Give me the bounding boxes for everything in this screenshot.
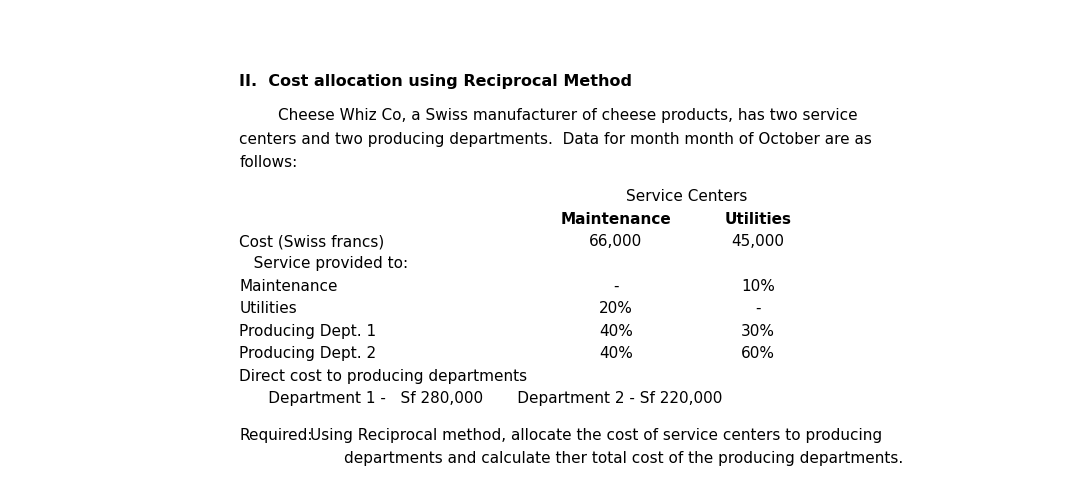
Text: Cost (Swiss francs): Cost (Swiss francs) (240, 234, 384, 249)
Text: Utilities: Utilities (240, 301, 297, 316)
Text: centers and two producing departments.  Data for month month of October are as: centers and two producing departments. D… (240, 131, 872, 147)
Text: 30%: 30% (741, 324, 775, 339)
Text: 45,000: 45,000 (732, 234, 784, 249)
Text: Using Reciprocal method, allocate the cost of service centers to producing: Using Reciprocal method, allocate the co… (311, 428, 883, 443)
Text: Maintenance: Maintenance (560, 212, 671, 227)
Text: 20%: 20% (599, 301, 632, 316)
Text: Direct cost to producing departments: Direct cost to producing departments (240, 369, 528, 383)
Text: Producing Dept. 2: Producing Dept. 2 (240, 346, 377, 361)
Text: -: - (613, 279, 618, 294)
Text: Utilities: Utilities (724, 212, 791, 227)
Text: -: - (755, 301, 761, 316)
Text: 40%: 40% (599, 346, 632, 361)
Text: Department 1 -   Sf 280,000       Department 2 - Sf 220,000: Department 1 - Sf 280,000 Department 2 -… (240, 391, 723, 406)
Text: Maintenance: Maintenance (240, 279, 338, 294)
Text: Producing Dept. 1: Producing Dept. 1 (240, 324, 377, 339)
Text: II.  Cost allocation using Reciprocal Method: II. Cost allocation using Reciprocal Met… (240, 74, 632, 89)
Text: Cheese Whiz Co, a Swiss manufacturer of cheese products, has two service: Cheese Whiz Co, a Swiss manufacturer of … (240, 108, 858, 123)
Text: Service Centers: Service Centers (626, 189, 748, 204)
Text: departments and calculate ther total cost of the producing departments.: departments and calculate ther total cos… (344, 451, 903, 466)
Text: Service provided to:: Service provided to: (240, 256, 409, 272)
Text: 10%: 10% (741, 279, 775, 294)
Text: Required:: Required: (240, 428, 313, 443)
Text: 60%: 60% (741, 346, 775, 361)
Text: 40%: 40% (599, 324, 632, 339)
Text: follows:: follows: (240, 155, 298, 170)
Text: 66,000: 66,000 (589, 234, 642, 249)
